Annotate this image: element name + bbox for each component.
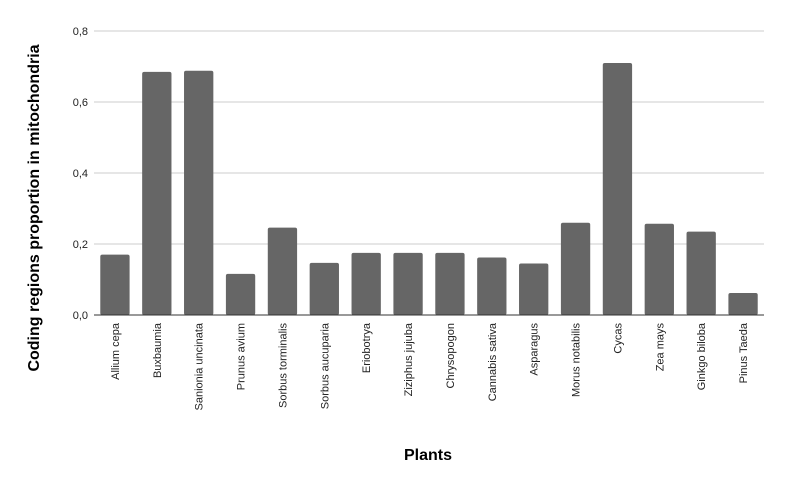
x-tick-label: Ziziphus jujuba — [403, 322, 415, 396]
bar — [435, 252, 465, 315]
x-tick-label: Morus notabilis — [571, 323, 583, 397]
y-axis-title: Coding regions proportion in mitochondri… — [26, 44, 43, 371]
x-tick-label: Sanionia uncinata — [194, 322, 206, 410]
x-tick-labels: Allium cepa Buxbaumia Sanionia uncinata Pru… — [110, 322, 750, 410]
bar — [184, 70, 214, 315]
bar — [519, 263, 549, 315]
y-tick-label: 0,2 — [73, 239, 88, 251]
bar — [644, 223, 674, 315]
x-axis-title: Plants — [404, 447, 452, 464]
x-tick-label: Eriobotrya — [361, 322, 373, 373]
bar — [100, 254, 130, 315]
x-tick-label: Ginkgo biloba — [696, 322, 708, 390]
x-tick-label: Zea mays — [654, 323, 666, 372]
bars — [100, 62, 758, 316]
x-tick-label: Asparagus — [529, 323, 541, 376]
y-tick-labels: 0,0 0,2 0,4 0,6 0,8 — [73, 26, 88, 322]
bar — [560, 222, 591, 315]
bar — [267, 227, 298, 315]
x-tick-label: Chrysopogon — [445, 323, 457, 388]
y-tick-label: 0,0 — [73, 310, 88, 322]
x-tick-label: Pinus Taeda — [738, 322, 750, 383]
bar — [393, 252, 423, 315]
bar — [686, 231, 716, 315]
x-tick-label: Cannabis sativa — [487, 322, 499, 401]
x-tick-label: Sorbus torminalis — [277, 323, 289, 408]
x-tick-label: Allium cepa — [110, 322, 122, 380]
bar — [142, 71, 172, 315]
bar — [309, 262, 339, 315]
x-tick-label: Prunus avium — [236, 323, 248, 390]
bar — [477, 257, 507, 315]
bar — [728, 292, 758, 315]
x-tick-label: Sorbus aucuparia — [319, 322, 331, 409]
y-tick-label: 0,8 — [73, 26, 88, 38]
bar — [602, 62, 633, 316]
y-tick-label: 0,4 — [73, 168, 88, 180]
x-tick-label: Cycas — [612, 323, 624, 354]
y-tick-label: 0,6 — [73, 97, 88, 109]
bar — [351, 252, 381, 315]
x-tick-label: Buxbaumia — [152, 322, 164, 378]
bar — [225, 273, 256, 315]
